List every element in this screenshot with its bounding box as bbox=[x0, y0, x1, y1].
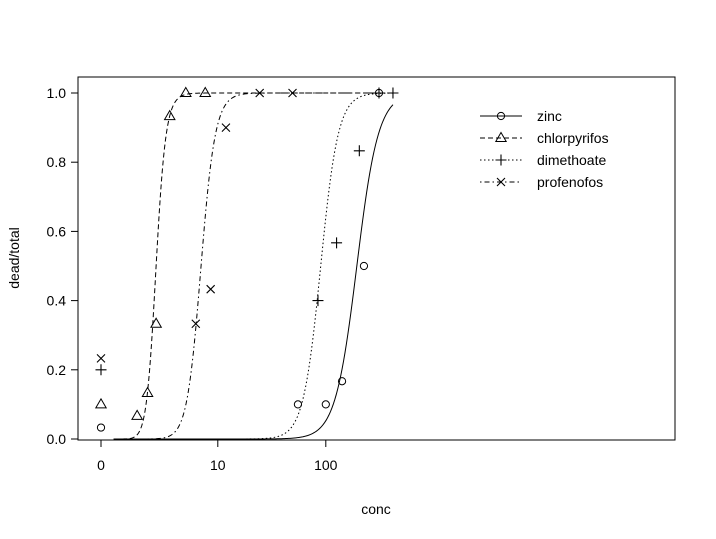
point-zinc-0 bbox=[96, 423, 106, 432]
point-profenofos-4 bbox=[255, 88, 265, 98]
y-tick-label-1: 0.2 bbox=[47, 362, 67, 378]
curve-zinc bbox=[113, 104, 394, 440]
x-axis: 0 10 100 bbox=[97, 440, 338, 473]
legend-marker-dimethoate bbox=[495, 154, 507, 166]
x-tick-label-2: 100 bbox=[314, 457, 338, 473]
point-zinc-3 bbox=[337, 377, 347, 386]
data-points bbox=[94, 86, 399, 432]
point-profenofos-0 bbox=[96, 353, 106, 363]
y-axis-label: dead/total bbox=[6, 227, 22, 289]
plot-frame bbox=[77, 76, 676, 441]
legend-marker-chlorpyrifos bbox=[494, 131, 508, 142]
point-dimethoate-2 bbox=[331, 237, 343, 249]
point-profenofos-2 bbox=[206, 284, 216, 294]
point-zinc-1 bbox=[293, 400, 303, 409]
point-dimethoate-3 bbox=[353, 145, 365, 157]
legend-label-dimethoate: dimethoate bbox=[537, 152, 606, 168]
point-chlorpyrifos-1 bbox=[131, 409, 144, 420]
legend-marker-zinc bbox=[496, 111, 506, 121]
point-chlorpyrifos-5 bbox=[179, 86, 192, 97]
point-chlorpyrifos-4 bbox=[163, 109, 176, 121]
point-chlorpyrifos-2 bbox=[141, 386, 154, 397]
point-zinc-4 bbox=[359, 261, 369, 271]
curve-chlorpyrifos bbox=[113, 92, 393, 440]
legend-label-profenofos: profenofos bbox=[537, 174, 603, 190]
point-chlorpyrifos-0 bbox=[94, 397, 108, 409]
legend-marker-profenofos bbox=[496, 177, 506, 187]
y-tick-label-0: 0.0 bbox=[47, 431, 67, 447]
point-dimethoate-1 bbox=[312, 295, 324, 307]
curve-profenofos bbox=[113, 92, 393, 440]
y-tick-label-5: 1.0 bbox=[47, 85, 67, 101]
y-tick-label-3: 0.6 bbox=[47, 223, 67, 239]
point-dimethoate-4 bbox=[373, 87, 385, 99]
fitted-curves bbox=[113, 92, 394, 440]
point-profenofos-5 bbox=[288, 88, 297, 98]
y-axis: 0.0 0.2 0.4 0.6 0.8 1.0 bbox=[47, 85, 78, 447]
point-profenofos-1 bbox=[191, 319, 201, 329]
point-chlorpyrifos-6 bbox=[199, 86, 212, 97]
point-profenofos-3 bbox=[221, 123, 231, 132]
legend-label-chlorpyrifos: chlorpyrifos bbox=[537, 130, 609, 146]
x-tick-label-0: 0 bbox=[97, 457, 105, 473]
point-dimethoate-5 bbox=[387, 87, 399, 99]
x-tick-label-1: 10 bbox=[210, 457, 226, 473]
point-zinc-2 bbox=[321, 400, 330, 409]
x-axis-label: conc bbox=[361, 501, 391, 517]
y-tick-label-2: 0.4 bbox=[47, 293, 67, 309]
point-chlorpyrifos-3 bbox=[150, 317, 163, 328]
legend: zinc chlorpyrifos dimethoate profenofos bbox=[480, 108, 609, 190]
point-dimethoate-0 bbox=[95, 364, 107, 376]
y-tick-label-4: 0.8 bbox=[47, 154, 67, 170]
legend-label-zinc: zinc bbox=[537, 108, 562, 124]
